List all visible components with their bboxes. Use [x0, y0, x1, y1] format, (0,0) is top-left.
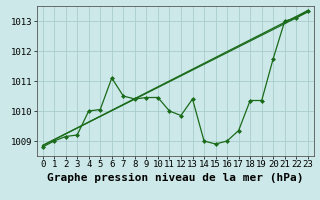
X-axis label: Graphe pression niveau de la mer (hPa): Graphe pression niveau de la mer (hPa): [47, 173, 303, 183]
